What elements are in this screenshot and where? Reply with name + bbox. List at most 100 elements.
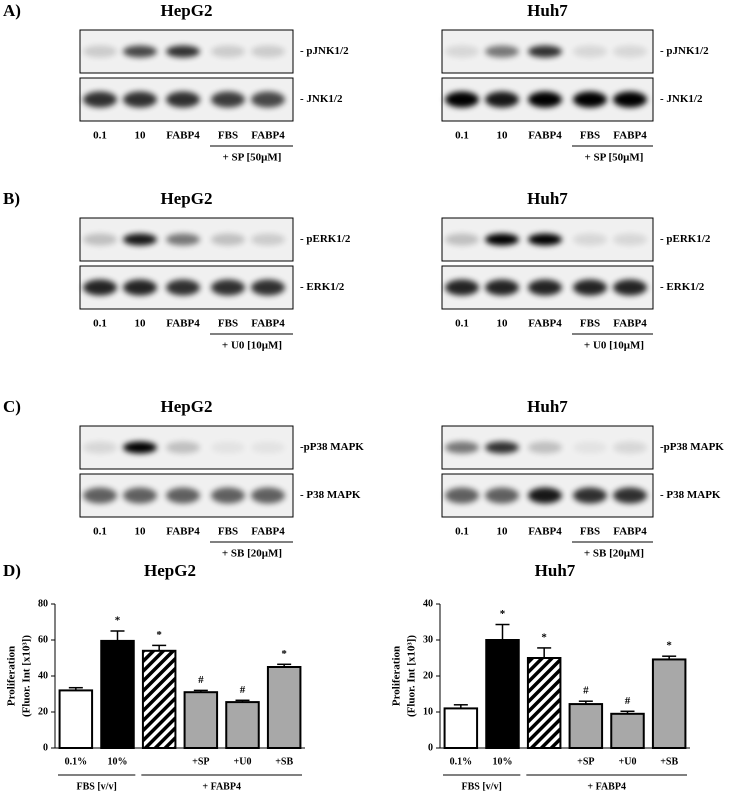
cell-title: Huh7 (527, 397, 568, 416)
significance-mark: * (156, 629, 162, 641)
bar (485, 639, 520, 749)
x-tick-label: +U0 (619, 756, 637, 767)
lane-label: 0.1 (93, 526, 107, 538)
bar (225, 701, 260, 749)
significance-mark: # (240, 684, 246, 696)
band (528, 279, 562, 296)
treatment-label: + SP [50μM] (223, 152, 282, 164)
y-axis-label: (Fluor. Int [x10³]) (21, 635, 33, 717)
band (83, 279, 117, 296)
significance-mark: # (625, 695, 631, 707)
blot (79, 473, 294, 518)
blot (441, 217, 654, 262)
cell-title: HepG2 (161, 397, 213, 416)
lane-label: FBS (580, 130, 600, 142)
band (251, 233, 285, 246)
band (528, 441, 562, 454)
lane-label: FABP4 (251, 130, 285, 142)
lane-label: FABP4 (166, 526, 200, 538)
lane-label: FBS (218, 526, 238, 538)
lane-label: FBS (580, 526, 600, 538)
band (211, 279, 245, 296)
y-tick-label: 40 (423, 598, 433, 609)
band-label: -pP38 MAPK (300, 441, 364, 453)
band (123, 441, 157, 454)
band-label: - pERK1/2 (300, 233, 351, 245)
band (528, 91, 562, 108)
band-label: - pJNK1/2 (300, 45, 349, 57)
band (166, 279, 200, 296)
band-label: - JNK1/2 (300, 93, 343, 105)
band (83, 233, 117, 246)
band-label: - JNK1/2 (660, 93, 703, 105)
band (123, 91, 157, 108)
band (613, 91, 647, 108)
treatment-label: + SB [20μM] (222, 548, 282, 560)
band (123, 45, 157, 58)
band (211, 487, 245, 504)
band (573, 441, 607, 454)
lane-label: FABP4 (166, 318, 200, 330)
lane-label: 10 (497, 318, 509, 330)
blot (79, 265, 294, 310)
band-label: - ERK1/2 (660, 281, 705, 293)
band (573, 91, 607, 108)
lane-label: FABP4 (251, 318, 285, 330)
blot (79, 217, 294, 262)
band (573, 279, 607, 296)
y-tick-label: 10 (423, 706, 433, 717)
blot (441, 265, 654, 310)
band (83, 441, 117, 454)
y-axis-label: (Fluor. Int [x10³]) (406, 635, 418, 717)
y-axis-label: Proliferation (6, 646, 18, 706)
band (528, 487, 562, 504)
band (166, 91, 200, 108)
band (485, 45, 519, 58)
band (445, 441, 479, 454)
lane-label: FABP4 (528, 526, 562, 538)
y-tick-label: 0 (43, 742, 48, 753)
y-tick-label: 60 (38, 634, 48, 645)
band (485, 487, 519, 504)
lane-label: 10 (135, 130, 147, 142)
x-tick-label: +SP (192, 756, 209, 767)
cell-title: Huh7 (527, 189, 568, 208)
band (445, 91, 479, 108)
group-label: + FABP4 (587, 781, 626, 792)
x-tick-label: 10% (493, 756, 513, 767)
panel-letter: D) (3, 561, 21, 580)
significance-mark: * (541, 631, 547, 643)
bar (610, 712, 645, 749)
blot (441, 425, 654, 470)
band (251, 441, 285, 454)
band (211, 91, 245, 108)
bar (58, 689, 94, 750)
band (445, 487, 479, 504)
band (83, 91, 117, 108)
band (251, 91, 285, 108)
y-tick-label: 80 (38, 598, 48, 609)
x-tick-label: +U0 (234, 756, 252, 767)
band-label: - P38 MAPK (300, 489, 361, 501)
lane-label: FABP4 (528, 318, 562, 330)
cell-title: HepG2 (161, 189, 213, 208)
lane-label: 10 (135, 318, 147, 330)
lane-label: FBS (580, 318, 600, 330)
blot (79, 425, 294, 470)
significance-mark: # (583, 685, 589, 697)
band (485, 279, 519, 296)
group-label: FBS [v/v] (462, 781, 502, 792)
band (485, 441, 519, 454)
lane-label: FABP4 (166, 130, 200, 142)
x-tick-label: 10% (108, 756, 128, 767)
treatment-label: + SB [20μM] (584, 548, 644, 560)
lane-label: 10 (497, 526, 509, 538)
band (613, 441, 647, 454)
significance-mark: * (281, 648, 287, 660)
band (83, 487, 117, 504)
lane-label: FABP4 (613, 318, 647, 330)
cell-title: HepG2 (161, 1, 213, 20)
band (166, 441, 200, 454)
band (528, 45, 562, 58)
